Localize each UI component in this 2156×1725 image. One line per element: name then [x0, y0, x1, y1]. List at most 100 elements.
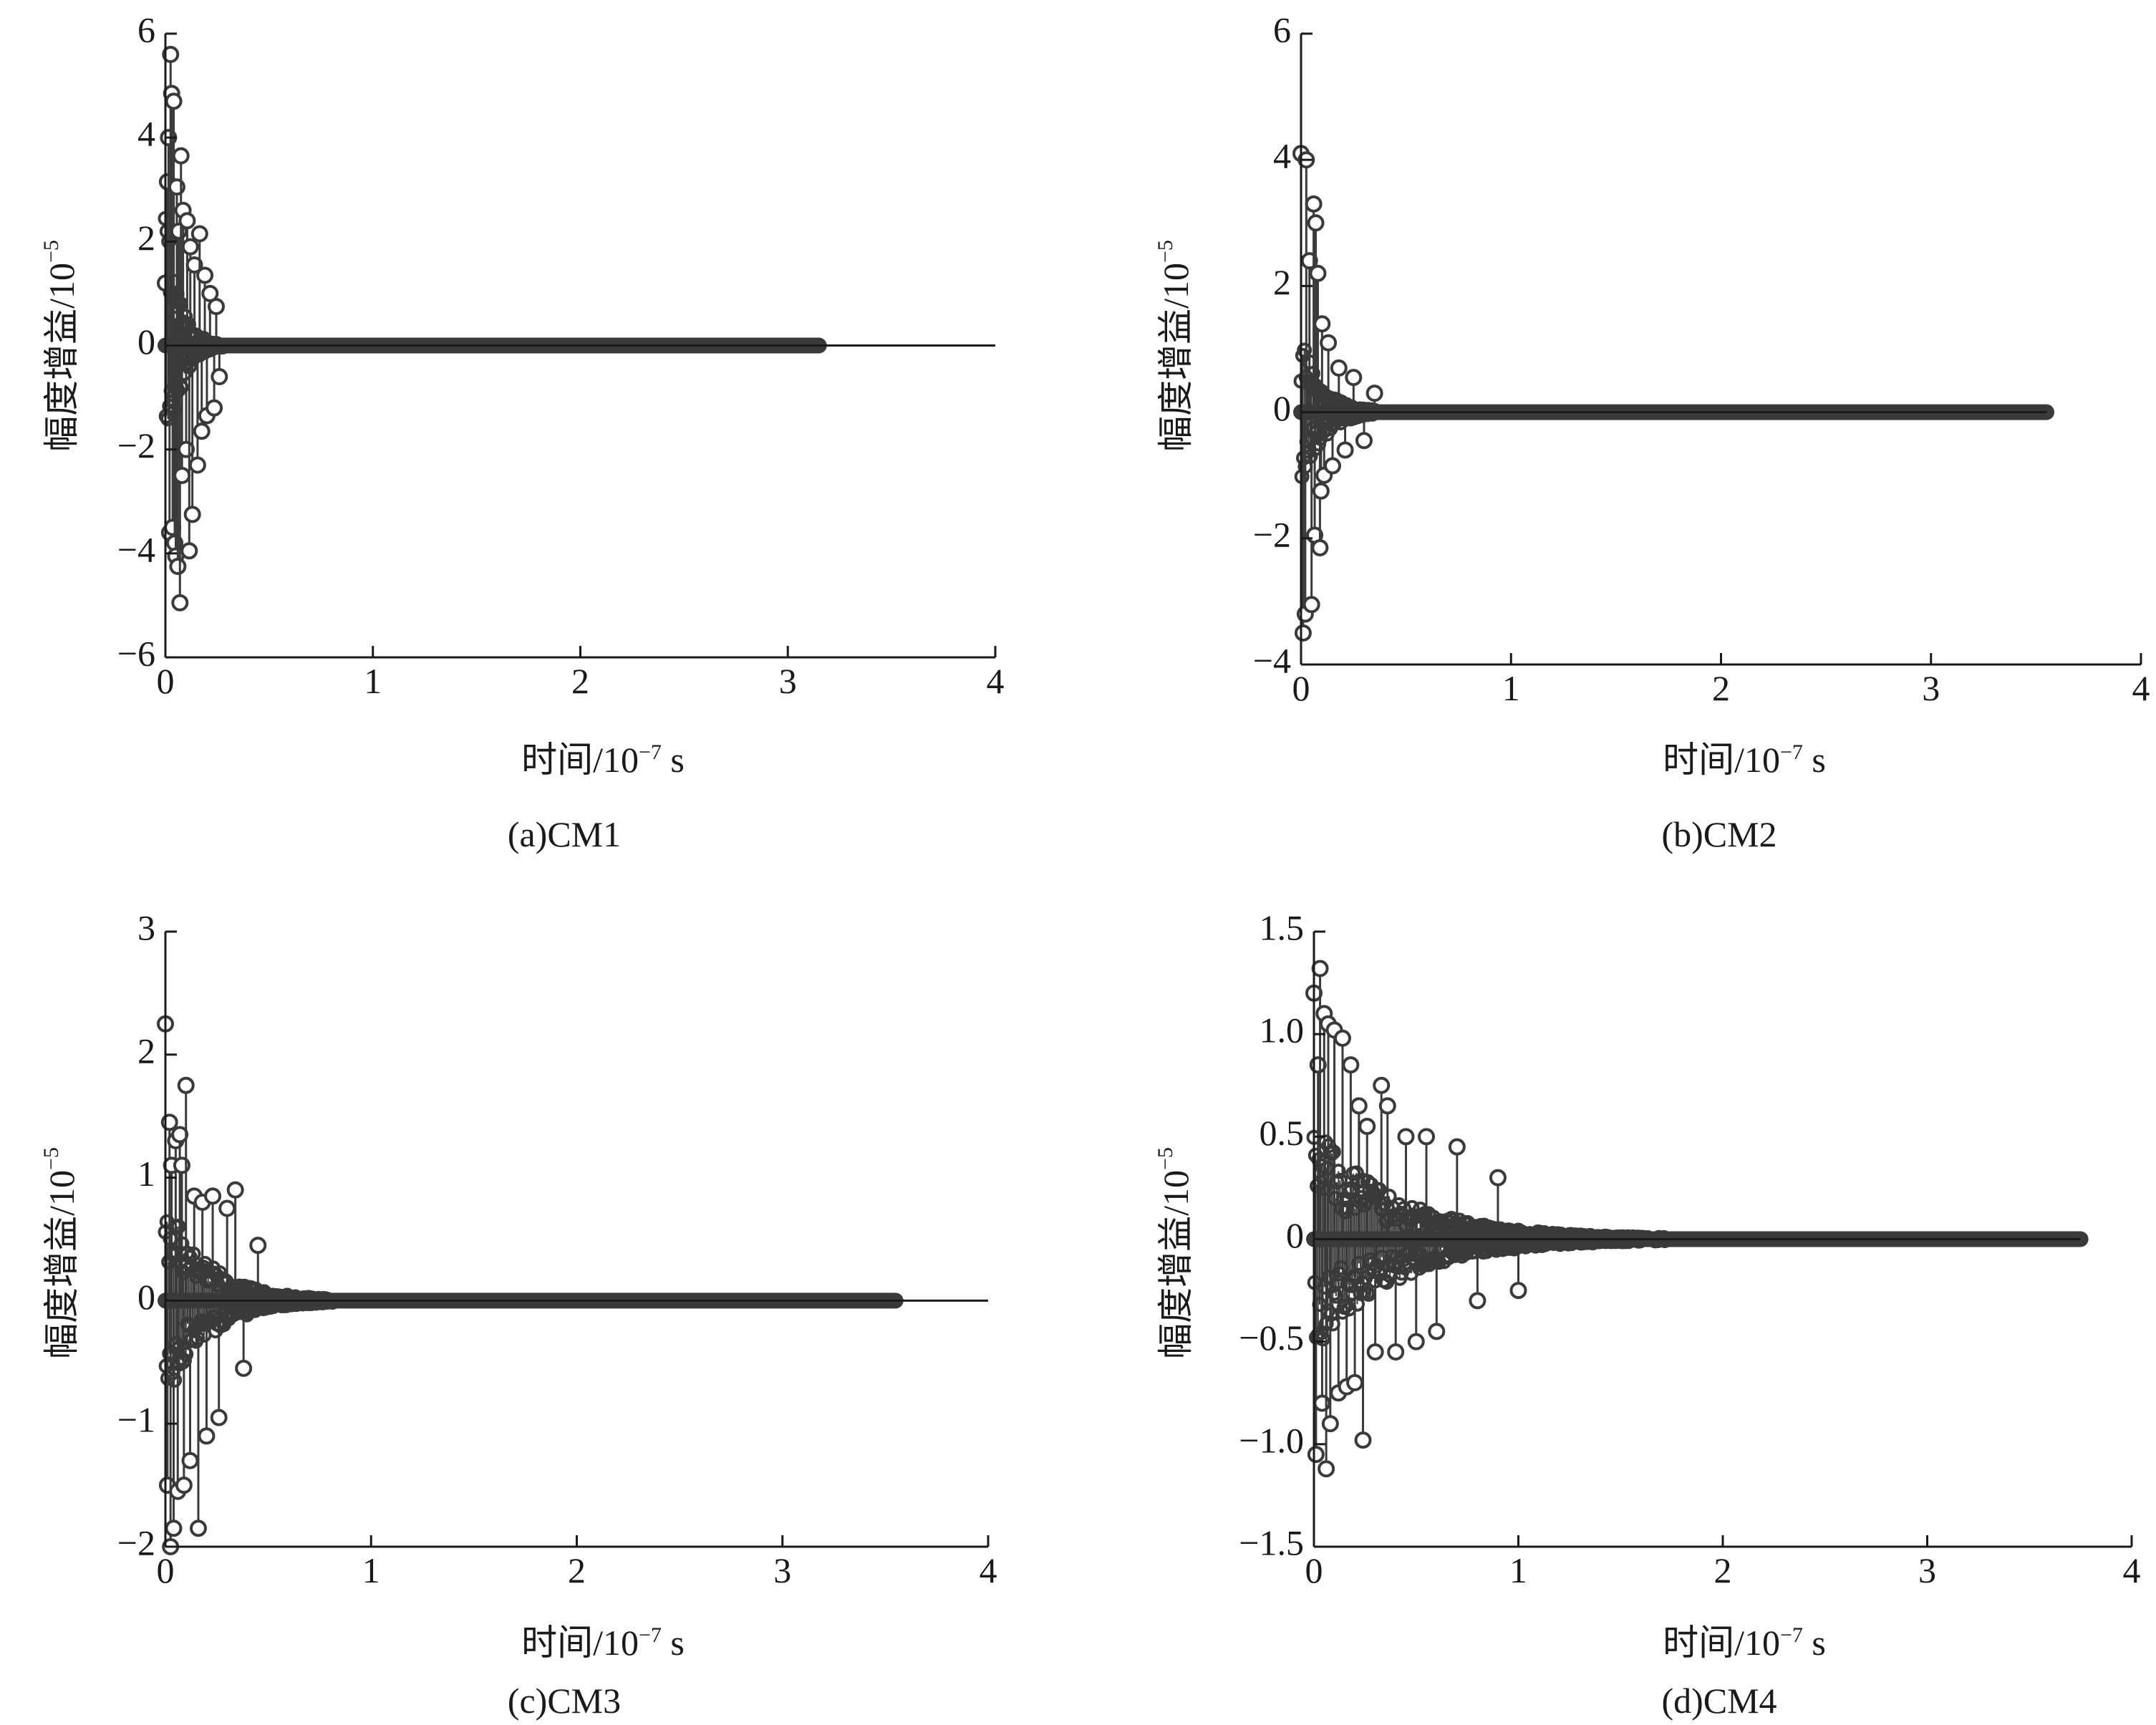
- peak-stem-marker: [172, 147, 190, 165]
- panel-a-xlabel-unit: s: [662, 740, 685, 780]
- peak-stem-marker: [1336, 441, 1354, 459]
- y-tick-label: 6: [1273, 9, 1291, 49]
- peak-stem-marker: [185, 256, 203, 274]
- y-tick-label: 2: [137, 218, 155, 258]
- x-tick-label: 3: [1922, 668, 1940, 708]
- panel-b: −4 −2 0 2 4 6 0 1 2 3 4 幅度增益/10−5 时间/10−7 s (b)CM2: [1154, 9, 2150, 854]
- x-tick-label: 3: [779, 661, 797, 701]
- x-tick-label: 0: [157, 1550, 175, 1590]
- peak-stem-marker: [177, 1076, 195, 1094]
- x-tick-label: 1: [364, 661, 382, 701]
- y-tick-label: 0: [1286, 1215, 1304, 1255]
- peak-stem-marker: [1346, 1373, 1364, 1391]
- x-tick-label: 2: [571, 661, 589, 701]
- peak-stem-marker: [204, 1187, 222, 1205]
- peak-stem-marker: [190, 225, 208, 243]
- panel-b-ylabel-text: 幅度增益/10: [1156, 263, 1196, 452]
- panel-b-xlabel-exponent: −7: [1780, 740, 1803, 764]
- y-tick-label: −0.5: [1239, 1318, 1304, 1358]
- y-tick-label: 4: [1273, 136, 1291, 176]
- peak-stem-marker: [1323, 457, 1341, 475]
- panel-b-xlabel-text: 时间/10: [1663, 740, 1780, 780]
- panel-a-xlabel: 时间/10−7 s: [521, 740, 685, 780]
- peak-stem-marker: [181, 1451, 199, 1469]
- peak-stem-marker: [1321, 1415, 1339, 1433]
- y-tick-label: −4: [1253, 640, 1291, 680]
- peak-stem-marker: [188, 456, 206, 474]
- y-tick-label: −2: [117, 425, 155, 465]
- peak-stem-marker: [1354, 1431, 1372, 1449]
- panel-b-ylabel-exponent: −5: [1154, 240, 1177, 263]
- peak-stem-marker: [171, 1126, 189, 1144]
- peak-stem-marker: [180, 542, 198, 560]
- y-tick-label: 1.0: [1260, 1010, 1305, 1050]
- peak-stem-marker: [1509, 1282, 1527, 1300]
- panel-d-ylabel-exponent: −5: [1154, 1147, 1177, 1170]
- panel-a-xlabel-exponent: −7: [639, 740, 662, 764]
- y-tick-label: 0: [137, 1277, 155, 1317]
- x-tick-label: 0: [1292, 668, 1310, 708]
- panel-c-xlabel-text: 时间/10: [521, 1623, 639, 1663]
- x-tick-label: 1: [1502, 668, 1520, 708]
- stem-marker: [1330, 1164, 1346, 1179]
- peak-stem-marker: [206, 399, 223, 417]
- peak-stem-marker: [1342, 1056, 1360, 1074]
- panel-d-ylabel-text: 幅度增益/10: [1156, 1170, 1196, 1359]
- panel-d-xlabel-exponent: −7: [1780, 1623, 1803, 1647]
- panel-a-ylabel-text: 幅度增益/10: [42, 263, 82, 452]
- y-tick-label: 3: [137, 907, 155, 947]
- peak-stem-marker: [1355, 432, 1373, 450]
- panel-a-ticks: −6 −4 −2 0 2 4 6 0 1 2 3 4: [117, 9, 1005, 701]
- peak-stem-marker: [1311, 539, 1329, 557]
- peak-stem-marker: [1397, 1128, 1415, 1146]
- peak-stem-marker: [1350, 1097, 1368, 1115]
- panel-c-stems: [157, 1015, 988, 1555]
- peak-stem-marker: [1407, 1333, 1425, 1350]
- y-tick-label: −4: [117, 529, 155, 569]
- panel-a-xlabel-text: 时间/10: [521, 740, 639, 780]
- peak-stem-marker: [1365, 385, 1383, 402]
- panel-b-caption: (b)CM2: [1661, 814, 1776, 854]
- stem-marker: [178, 1346, 194, 1362]
- panel-c-ylabel-text: 幅度增益/10: [42, 1170, 82, 1359]
- y-tick-label: 1.5: [1260, 907, 1305, 947]
- peak-stem-marker: [218, 1199, 236, 1217]
- peak-stem-marker: [1309, 264, 1327, 282]
- peak-stem-marker: [183, 506, 201, 523]
- x-tick-label: 0: [157, 661, 175, 701]
- x-tick-label: 4: [987, 661, 1005, 701]
- peak-stem-marker: [249, 1237, 267, 1255]
- y-tick-label: 6: [137, 9, 155, 49]
- y-tick-label: 0.5: [1260, 1113, 1305, 1153]
- peak-stem-marker: [1313, 315, 1331, 333]
- peak-stem-marker: [1318, 1460, 1335, 1478]
- peak-stem-marker: [226, 1181, 244, 1199]
- peak-stem-marker: [1333, 1029, 1351, 1047]
- peak-stem-marker: [1302, 596, 1320, 614]
- peak-stem-marker: [175, 1477, 193, 1494]
- y-tick-label: −6: [117, 633, 155, 673]
- x-tick-label: 4: [2123, 1550, 2141, 1590]
- panel-c-xlabel-exponent: −7: [639, 1623, 662, 1647]
- x-tick-label: 1: [362, 1550, 380, 1590]
- y-tick-label: 0: [137, 322, 155, 362]
- peak-stem-marker: [162, 46, 180, 64]
- x-tick-label: 2: [1712, 668, 1730, 708]
- peak-stem-marker: [1489, 1169, 1507, 1187]
- panel-d-caption: (d)CM4: [1661, 1681, 1776, 1721]
- y-tick-label: 0: [1273, 388, 1291, 428]
- y-tick-label: 4: [137, 114, 155, 154]
- peak-stem-marker: [1366, 1343, 1384, 1361]
- panel-a-ylabel: 幅度增益/10−5: [39, 240, 82, 452]
- peak-stem-marker: [196, 266, 214, 284]
- panel-d-xlabel: 时间/10−7 s: [1663, 1623, 1826, 1663]
- peak-stem-marker: [1307, 1446, 1325, 1464]
- peak-stem-marker: [198, 1427, 216, 1445]
- peak-stem-marker: [1307, 214, 1325, 232]
- panel-a-ylabel-exponent: −5: [39, 240, 63, 263]
- panel-d-ticks: −1.5 −1.0 −0.5 0 0.5 1.0 1.5 0 1 2 3 4: [1239, 907, 2140, 1590]
- x-tick-label: 1: [1509, 1550, 1527, 1590]
- panel-c: −2 −1 0 1 2 3 0 1 2 3 4 幅度增益/10−5 时间/10−7 s (c)CM3: [39, 907, 997, 1721]
- x-tick-label: 3: [1918, 1550, 1936, 1590]
